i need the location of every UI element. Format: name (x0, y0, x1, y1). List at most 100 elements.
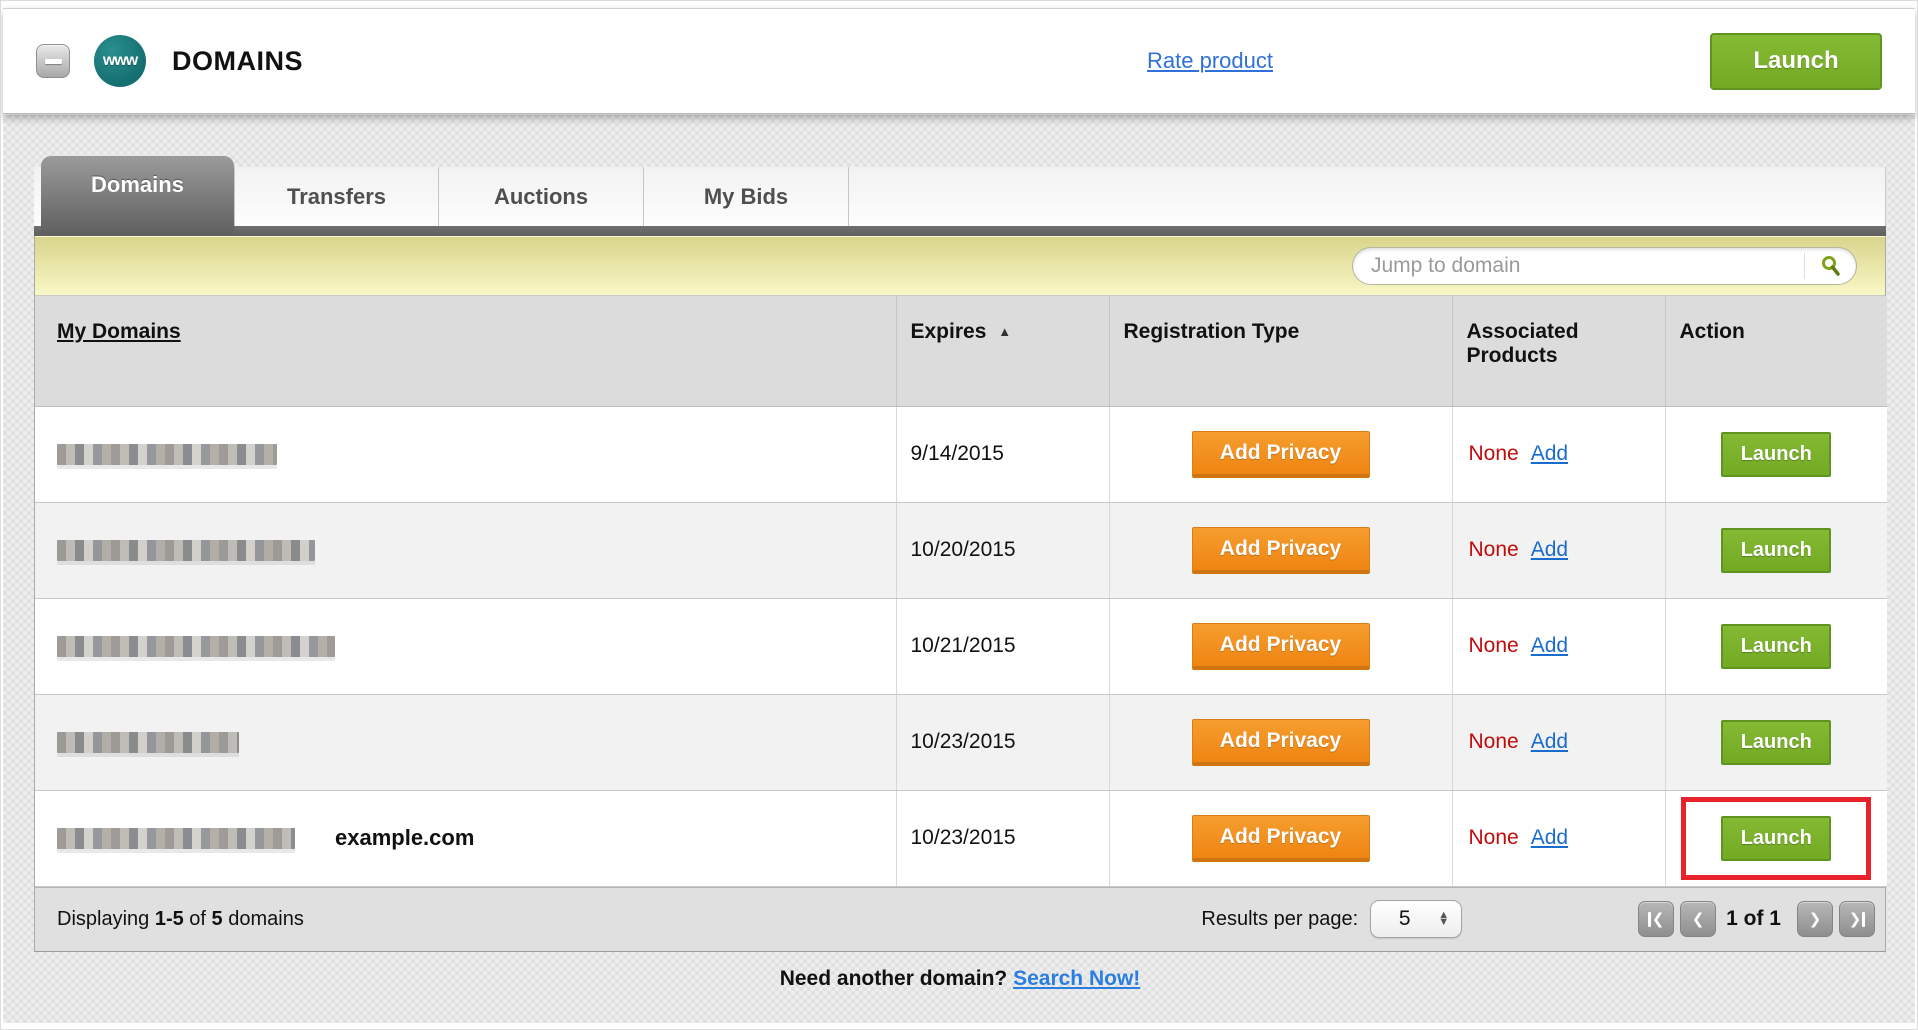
domain-cell (35, 502, 897, 599)
www-icon-label: www (102, 52, 138, 69)
expires-cell: 10/23/2015 (896, 694, 1110, 791)
domain-cell (35, 598, 897, 695)
row-launch-button[interactable]: Launch (1721, 719, 1832, 765)
table-header-row: My Domains Expires ▲ Registration Type A… (35, 296, 1887, 407)
next-page-chevron-icon: ❯ (1808, 911, 1822, 928)
row-launch-button[interactable]: Launch (1721, 623, 1832, 669)
table-footer: Displaying 1-5 of 5 domains Results per … (35, 886, 1885, 951)
expires-cell: 9/14/2015 (896, 406, 1110, 503)
first-page-chevron-icon: ❮ (1651, 911, 1665, 928)
minus-icon (44, 58, 62, 64)
column-header-action: Action (1665, 296, 1887, 407)
next-page-button[interactable]: ❯ (1797, 901, 1833, 937)
red-highlight-annotation: Launch (1681, 796, 1872, 880)
add-privacy-button[interactable]: Add Privacy (1191, 430, 1370, 478)
add-privacy-button[interactable]: Add Privacy (1191, 622, 1370, 670)
example-domain-label: example.com (335, 825, 475, 850)
product-header: www DOMAINS Rate product Launch (3, 8, 1915, 114)
tab-transfers[interactable]: Transfers (234, 167, 439, 226)
add-privacy-button[interactable]: Add Privacy (1191, 526, 1370, 574)
previous-page-button[interactable]: ❮ (1680, 901, 1717, 937)
domain-cell: example.com (35, 790, 897, 887)
last-page-bar-icon (1862, 911, 1866, 927)
registration-cell: Add Privacy (1109, 502, 1453, 599)
previous-page-chevron-icon: ❮ (1691, 911, 1705, 928)
associated-none-status: None (1468, 730, 1519, 753)
first-page-button[interactable]: ❮ (1638, 901, 1675, 937)
associated-add-link[interactable]: Add (1530, 826, 1569, 849)
collapse-button[interactable] (36, 44, 70, 78)
my-domains-sort-link[interactable]: My Domains (57, 320, 181, 343)
column-header-my-domains: My Domains (35, 296, 897, 407)
action-cell: Launch (1665, 502, 1887, 599)
jump-to-domain-searchbox (1352, 247, 1857, 285)
registration-cell: Add Privacy (1109, 406, 1453, 503)
results-per-page-value: 5 (1398, 907, 1411, 930)
displaying-label: Displaying (57, 907, 150, 930)
sort-ascending-icon: ▲ (998, 324, 1012, 339)
associated-add-link[interactable]: Add (1530, 634, 1569, 657)
expires-cell: 10/23/2015 (896, 790, 1110, 887)
redacted-domain-name (57, 827, 295, 849)
column-header-registration-type: Registration Type (1109, 296, 1453, 407)
associated-none-status: None (1468, 826, 1519, 849)
of-label: of (189, 907, 206, 930)
domains-product-icon: www (94, 35, 146, 87)
tab-domains-active[interactable]: Domains (41, 156, 234, 236)
domain-cell (35, 406, 897, 503)
redacted-domain-name (57, 635, 335, 657)
expires-cell: 10/20/2015 (896, 502, 1110, 599)
associated-cell: None Add (1452, 694, 1666, 791)
redacted-domain-name (57, 443, 277, 465)
domains-word: domains (228, 907, 304, 930)
search-button[interactable] (1804, 253, 1856, 279)
search-strip (35, 236, 1885, 296)
row-launch-button[interactable]: Launch (1721, 527, 1832, 573)
action-cell: Launch (1665, 694, 1887, 791)
table-row: 10/23/2015 Add Privacy None Add Launch (35, 694, 1887, 791)
select-stepper-icon: ▲ ▼ (1438, 909, 1450, 928)
last-page-button[interactable]: ❯ (1839, 901, 1875, 937)
table-row-example: example.com 10/23/2015 Add Privacy None A… (35, 790, 1887, 887)
first-page-bar-icon (1647, 911, 1651, 927)
search-icon (1821, 256, 1840, 276)
action-cell: Launch (1665, 598, 1887, 695)
content-background: Transfers Auctions My Bids Domains (3, 115, 1915, 1023)
column-header-expires[interactable]: Expires ▲ (896, 296, 1110, 407)
registration-cell: Add Privacy (1109, 790, 1453, 887)
add-privacy-button[interactable]: Add Privacy (1191, 814, 1370, 862)
domains-table: My Domains Expires ▲ Registration Type A… (35, 296, 1887, 887)
table-row: 10/20/2015 Add Privacy None Add Launch (35, 502, 1887, 599)
add-privacy-button[interactable]: Add Privacy (1191, 718, 1370, 766)
table-row: 9/14/2015 Add Privacy None Add Launch (35, 406, 1887, 503)
tabs-strip: Transfers Auctions My Bids (34, 167, 1886, 226)
associated-add-link[interactable]: Add (1530, 538, 1569, 561)
associated-cell: None Add (1452, 598, 1666, 695)
tab-auctions[interactable]: Auctions (439, 167, 644, 226)
tab-bar-underline (34, 226, 1886, 236)
results-per-page-select[interactable]: 5 ▲ ▼ (1370, 900, 1463, 938)
registration-cell: Add Privacy (1109, 694, 1453, 791)
redacted-domain-name (57, 539, 315, 561)
row-launch-button-highlighted[interactable]: Launch (1721, 815, 1832, 861)
search-now-link[interactable]: Search Now! (1013, 966, 1141, 990)
action-cell: Launch (1665, 790, 1887, 887)
page-indicator: 1 of 1 (1726, 907, 1781, 930)
redacted-domain-name (57, 731, 239, 753)
rate-product-link[interactable]: Rate product (1147, 48, 1273, 73)
associated-add-link[interactable]: Add (1530, 730, 1569, 753)
action-cell: Launch (1665, 406, 1887, 503)
need-domain-prompt: Need another domain? Search Now! (34, 967, 1886, 991)
associated-none-status: None (1468, 538, 1519, 561)
associated-cell: None Add (1452, 406, 1666, 503)
page-title: DOMAINS (172, 45, 303, 76)
search-input[interactable] (1353, 254, 1804, 278)
associated-add-link[interactable]: Add (1530, 442, 1569, 465)
header-launch-button[interactable]: Launch (1710, 32, 1882, 90)
tab-my-bids[interactable]: My Bids (644, 167, 849, 226)
expires-cell: 10/21/2015 (896, 598, 1110, 695)
row-launch-button[interactable]: Launch (1721, 431, 1832, 477)
results-per-page-group: Results per page: 5 ▲ ▼ (1201, 900, 1463, 938)
total-count: 5 (211, 907, 223, 930)
displaying-status: Displaying 1-5 of 5 domains (57, 908, 1201, 931)
